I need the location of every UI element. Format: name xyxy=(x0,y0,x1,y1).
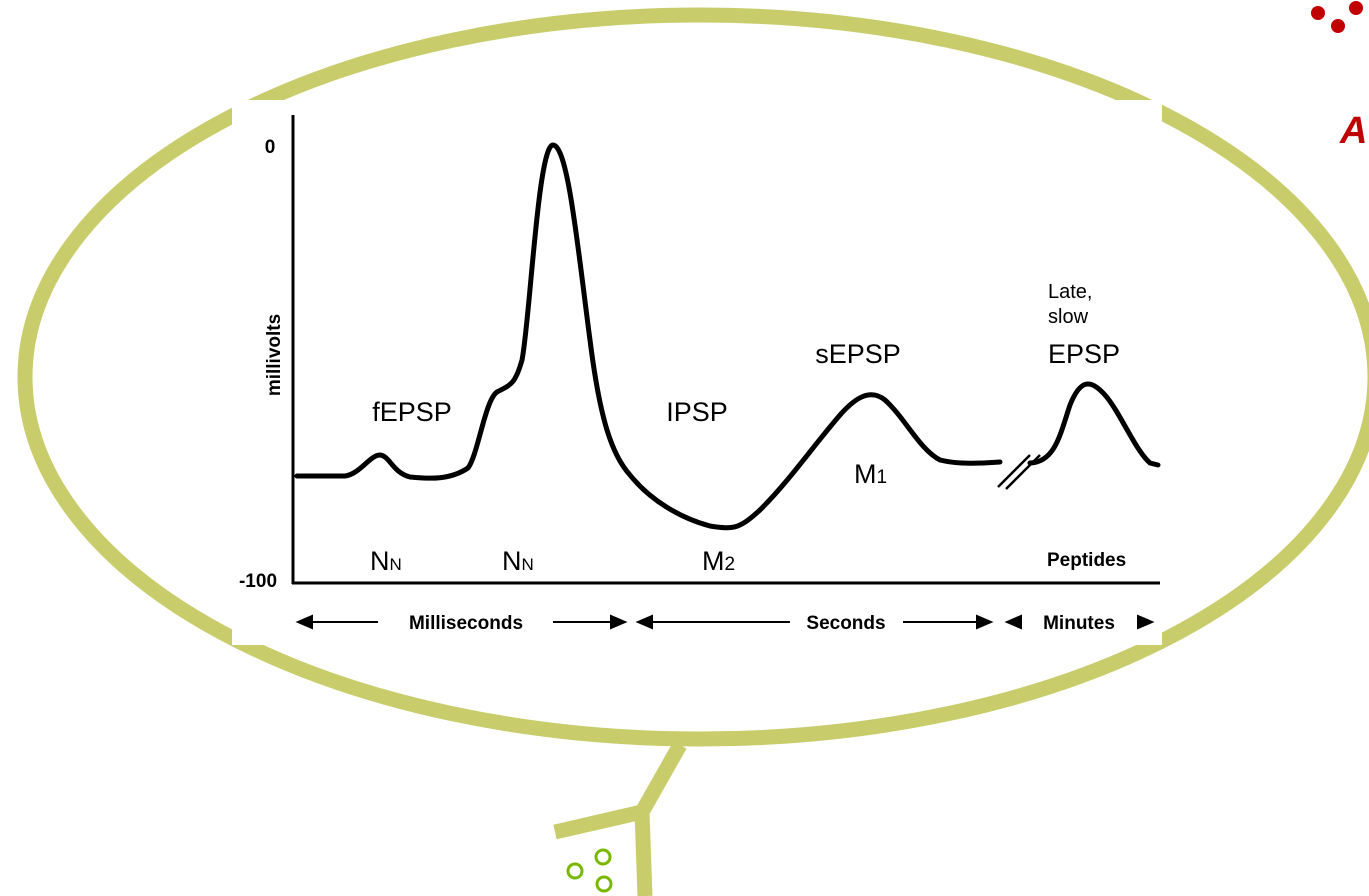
y-top-label: 0 xyxy=(265,137,276,158)
receptor-label: M1 xyxy=(854,459,887,489)
event-label: EPSP xyxy=(1048,339,1120,369)
receptor-name: M xyxy=(702,546,725,576)
time-scale-label: Minutes xyxy=(1043,613,1115,634)
time-scale-arrows xyxy=(295,614,1155,630)
receptor-label: Peptides xyxy=(1047,550,1126,571)
time-scale-label: Seconds xyxy=(806,613,885,634)
chart-area xyxy=(232,100,1162,645)
corner-text: AC xyxy=(1339,110,1369,152)
receptor-name: N xyxy=(370,546,390,576)
event-label: sEPSP xyxy=(815,339,901,369)
axes xyxy=(291,115,1160,585)
trace xyxy=(294,142,1003,531)
stem xyxy=(553,741,687,896)
receptor-name: M xyxy=(854,459,877,489)
event-label: Late, xyxy=(1048,281,1092,303)
receptor-sub: N xyxy=(522,555,534,574)
red-dots xyxy=(1309,0,1365,35)
receptor-sub: 1 xyxy=(877,467,888,488)
trace-late xyxy=(1027,381,1161,468)
receptor-label: M2 xyxy=(702,546,735,576)
time-scale-label: Milliseconds xyxy=(409,613,523,634)
event-label: IPSP xyxy=(666,397,728,427)
receptor-sub: 2 xyxy=(725,554,736,575)
y-bottom-label: -100 xyxy=(239,571,277,592)
receptor-label: NN xyxy=(502,546,534,576)
green-dots xyxy=(566,848,613,893)
break-mark xyxy=(997,454,1041,490)
event-label: fEPSP xyxy=(372,397,452,427)
y-axis-label: millivolts xyxy=(264,314,285,396)
event-label: slow xyxy=(1048,306,1089,328)
receptor-sub: N xyxy=(390,555,402,574)
receptor-label: NN xyxy=(370,546,402,576)
receptor-name: N xyxy=(502,546,522,576)
